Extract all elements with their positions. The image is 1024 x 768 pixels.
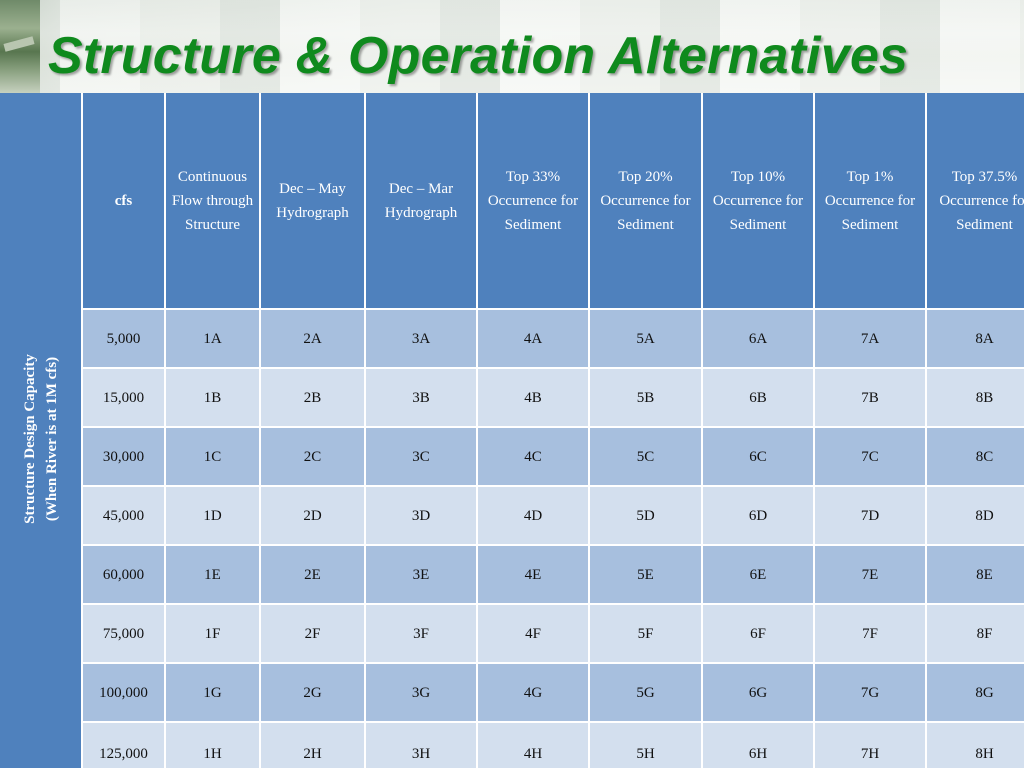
table-cell: 6G xyxy=(703,664,813,721)
table-cell: 7D xyxy=(815,487,925,544)
table-cell: 2D xyxy=(261,487,364,544)
table-cell: 6A xyxy=(703,310,813,367)
header-col-6: Top 10% Occurrence for Sediment xyxy=(703,93,813,308)
banner-background-image xyxy=(0,0,1024,94)
table-cell: 4C xyxy=(478,428,588,485)
table-cell: 8C xyxy=(927,428,1024,485)
side-label-text: Structure Design Capacity (When River is… xyxy=(19,354,63,524)
title-banner: Structure & Operation Alternatives xyxy=(0,0,1024,94)
table-cell: 8H xyxy=(927,723,1024,768)
table-cell: 3H xyxy=(366,723,476,768)
table-row-cfs: 125,000 xyxy=(83,723,164,768)
table-cell: 3E xyxy=(366,546,476,603)
side-label: Structure Design Capacity (When River is… xyxy=(0,93,81,768)
table-cell: 1D xyxy=(166,487,259,544)
table-cell: 7F xyxy=(815,605,925,662)
table-cell: 2E xyxy=(261,546,364,603)
header-col-3: Dec – Mar Hydrograph xyxy=(366,93,476,308)
table-cell: 7G xyxy=(815,664,925,721)
side-label-line1: Structure Design Capacity xyxy=(21,353,38,524)
table-cell: 6C xyxy=(703,428,813,485)
table-row-cfs: 45,000 xyxy=(83,487,164,544)
table-cell: 3F xyxy=(366,605,476,662)
table-cell: 8D xyxy=(927,487,1024,544)
table-row-cfs: 75,000 xyxy=(83,605,164,662)
table-cell: 3D xyxy=(366,487,476,544)
table-cell: 3C xyxy=(366,428,476,485)
table-cell: 3B xyxy=(366,369,476,426)
table-cell: 6E xyxy=(703,546,813,603)
table-cell: 4B xyxy=(478,369,588,426)
table-cell: 1C xyxy=(166,428,259,485)
table-cell: 5G xyxy=(590,664,701,721)
table-cell: 4H xyxy=(478,723,588,768)
table-cell: 5B xyxy=(590,369,701,426)
table-cell: 2C xyxy=(261,428,364,485)
header-col-1: Continuous Flow through Structure xyxy=(166,93,259,308)
table-cell: 7H xyxy=(815,723,925,768)
table-cell: 7B xyxy=(815,369,925,426)
table-cell: 5D xyxy=(590,487,701,544)
table-cell: 4A xyxy=(478,310,588,367)
table-cell: 8E xyxy=(927,546,1024,603)
table-cell: 4D xyxy=(478,487,588,544)
corner-photo xyxy=(0,0,40,94)
table-cell: 5E xyxy=(590,546,701,603)
table-cell: 6D xyxy=(703,487,813,544)
table-cell: 1B xyxy=(166,369,259,426)
table-cell: 1F xyxy=(166,605,259,662)
table-row-cfs: 100,000 xyxy=(83,664,164,721)
header-col-2: Dec – May Hydrograph xyxy=(261,93,364,308)
header-col-5: Top 20% Occurrence for Sediment xyxy=(590,93,701,308)
table-cell: 5F xyxy=(590,605,701,662)
table-cell: 8G xyxy=(927,664,1024,721)
table-cell: 5A xyxy=(590,310,701,367)
table-cell: 5H xyxy=(590,723,701,768)
table-cell: 7E xyxy=(815,546,925,603)
table-cell: 1G xyxy=(166,664,259,721)
table-cell: 5C xyxy=(590,428,701,485)
slide-title: Structure & Operation Alternatives xyxy=(48,27,909,85)
header-col-8: Top 37.5% Occurrence for Sediment xyxy=(927,93,1024,308)
table-cell: 7C xyxy=(815,428,925,485)
table-cell: 8A xyxy=(927,310,1024,367)
table-row-cfs: 5,000 xyxy=(83,310,164,367)
table-cell: 6B xyxy=(703,369,813,426)
table-cell: 8B xyxy=(927,369,1024,426)
side-label-line2: (When River is at 1M cfs) xyxy=(43,356,60,521)
table-cell: 7A xyxy=(815,310,925,367)
table-cell: 4F xyxy=(478,605,588,662)
table-cell: 3A xyxy=(366,310,476,367)
table-cell: 1E xyxy=(166,546,259,603)
header-col-4: Top 33% Occurrence for Sediment xyxy=(478,93,588,308)
table-cell: 6H xyxy=(703,723,813,768)
header-col-7: Top 1% Occurrence for Sediment xyxy=(815,93,925,308)
table-row-cfs: 30,000 xyxy=(83,428,164,485)
table-cell: 2G xyxy=(261,664,364,721)
table-cell: 1H xyxy=(166,723,259,768)
table-cell: 8F xyxy=(927,605,1024,662)
table-cell: 2F xyxy=(261,605,364,662)
table-cell: 4E xyxy=(478,546,588,603)
table-row-cfs: 60,000 xyxy=(83,546,164,603)
header-cfs: cfs xyxy=(83,93,164,308)
table-cell: 1A xyxy=(166,310,259,367)
table-cell: 2B xyxy=(261,369,364,426)
alternatives-table: Structure Design Capacity (When River is… xyxy=(0,93,1024,768)
table-cell: 2A xyxy=(261,310,364,367)
table-cell: 3G xyxy=(366,664,476,721)
table-row-cfs: 15,000 xyxy=(83,369,164,426)
table-cell: 4G xyxy=(478,664,588,721)
table-cell: 2H xyxy=(261,723,364,768)
table-cell: 6F xyxy=(703,605,813,662)
